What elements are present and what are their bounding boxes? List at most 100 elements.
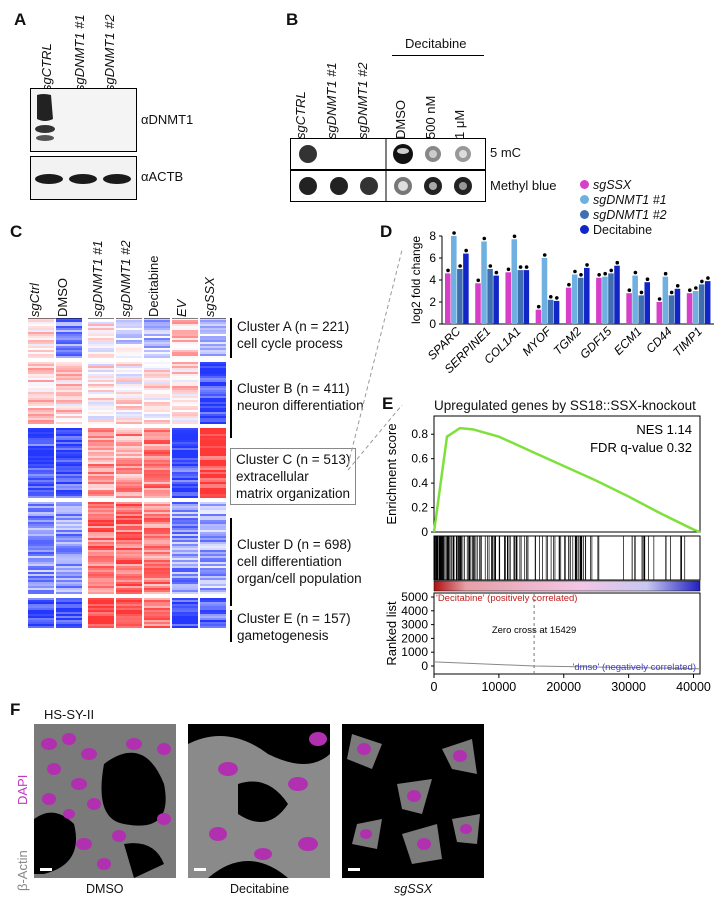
heatmap-cell: [172, 384, 198, 386]
heatmap-cell: [172, 442, 198, 444]
heatmap-cell: [172, 392, 198, 394]
rank-tick-label: 4000: [401, 604, 428, 618]
heatmap-cell: [144, 354, 170, 356]
heatmap-cell: [28, 520, 54, 522]
heatmap-cell: [88, 356, 114, 358]
heatmap-cell: [200, 520, 226, 522]
heatmap-cell: [28, 582, 54, 584]
heatmap-cell: [88, 584, 114, 586]
heatmap-cell: [200, 324, 226, 326]
heatmap-cell: [56, 404, 82, 406]
heatmap-cell: [116, 436, 142, 438]
heatmap-cell: [200, 456, 226, 458]
heatmap-cell: [116, 530, 142, 532]
heatmap-cell: [56, 340, 82, 342]
heatmap-cell: [172, 322, 198, 324]
heatmap-cell: [144, 378, 170, 380]
heatmap-cell: [56, 470, 82, 472]
heatmap-cell: [56, 436, 82, 438]
heatmap-cell: [56, 542, 82, 544]
heatmap-cell: [28, 356, 54, 358]
heatmap-cell: [28, 416, 54, 418]
heatmap-cell: [144, 414, 170, 416]
heatmap-cell: [88, 510, 114, 512]
heatmap-cell: [28, 354, 54, 356]
heatmap-cell: [28, 428, 54, 430]
heatmap-cell: [144, 612, 170, 614]
cluster-b-label: Cluster B (n = 411) neuron differentiati…: [230, 380, 364, 438]
micrograph-sgssx-art: [342, 724, 484, 878]
dnmt1-blot: [30, 88, 137, 152]
heatmap-cell: [88, 398, 114, 400]
heatmap-cell: [172, 400, 198, 402]
cluster-d-label: Cluster D (n = 698) cell differentiation…: [230, 518, 362, 606]
heatmap-cell: [116, 506, 142, 508]
heatmap-cell: [172, 408, 198, 410]
bar-dot: [573, 269, 577, 274]
heatmap-cell: [56, 412, 82, 414]
col-label-sgdnmt1-1: sgDNMT1 #1: [90, 240, 105, 317]
heatmap-cell: [116, 380, 142, 382]
heatmap-cell: [28, 466, 54, 468]
heatmap-cell: [172, 584, 198, 586]
heatmap-cell: [144, 370, 170, 372]
heatmap-cell: [88, 506, 114, 508]
heatmap-cell: [144, 538, 170, 540]
heatmap-cell: [200, 466, 226, 468]
heatmap-cell: [200, 406, 226, 408]
heatmap-cell: [172, 362, 198, 364]
heatmap-cell: [172, 624, 198, 626]
heatmap-cell: [88, 442, 114, 444]
heatmap-cell: [88, 428, 114, 430]
heatmap-cell: [28, 412, 54, 414]
heatmap-cell: [200, 454, 226, 456]
heatmap-cell: [28, 326, 54, 328]
heatmap-cell: [144, 528, 170, 530]
es-tick-label: 0.6: [411, 452, 428, 466]
heatmap-cell: [172, 336, 198, 338]
heatmap-cell: [56, 508, 82, 510]
es-tick-label: 0.8: [411, 427, 428, 441]
heatmap-cell: [172, 530, 198, 532]
heatmap-cell: [116, 580, 142, 582]
heatmap-cell: [56, 626, 82, 628]
heatmap-cell: [56, 562, 82, 564]
heatmap-cell: [88, 362, 114, 364]
heatmap-cell: [200, 384, 226, 386]
heatmap-cell: [88, 502, 114, 504]
heatmap-cell: [116, 586, 142, 588]
y-tick-label: 4: [429, 273, 436, 287]
heatmap-cell: [88, 326, 114, 328]
heatmap-cell: [56, 410, 82, 412]
bar-myof-3: [553, 300, 560, 324]
heatmap-cell: [116, 390, 142, 392]
micrograph-dmso-art: [34, 724, 176, 878]
heatmap-cell: [200, 334, 226, 336]
heatmap-cell: [144, 534, 170, 536]
heatmap-cell: [116, 528, 142, 530]
heatmap-cell: [28, 402, 54, 404]
heatmap-cell: [88, 602, 114, 604]
heatmap-cell: [172, 472, 198, 474]
heatmap-cell: [28, 488, 54, 490]
connector-lines: [347, 249, 403, 471]
heatmap-cell: [28, 608, 54, 610]
heatmap-cell: [116, 492, 142, 494]
heatmap-cell: [200, 550, 226, 552]
heatmap-cell: [116, 502, 142, 504]
bar-timp1-0: [686, 293, 693, 324]
heatmap-cell: [144, 516, 170, 518]
heatmap-cell: [28, 622, 54, 624]
heatmap-cell: [28, 558, 54, 560]
heatmap-cell: [200, 364, 226, 366]
heatmap-cell: [56, 506, 82, 508]
heatmap-cell: [28, 452, 54, 454]
heatmap-cell: [172, 386, 198, 388]
heatmap-cell: [200, 512, 226, 514]
heatmap-cell: [200, 600, 226, 602]
heatmap-cell: [28, 494, 54, 496]
col-label-text: sgDNMT1 #1: [90, 240, 105, 317]
heatmap-cell: [56, 570, 82, 572]
heatmap-cell: [28, 568, 54, 570]
heatmap-cell: [200, 348, 226, 350]
